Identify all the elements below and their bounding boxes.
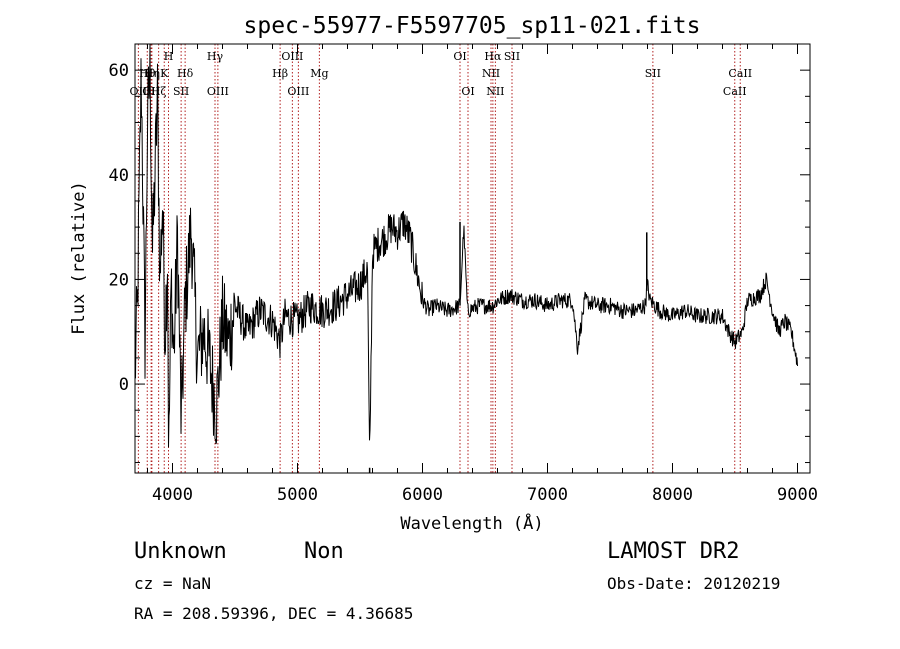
x-tick-label-5: 9000: [777, 485, 818, 505]
line-marker-label-4: Hζ: [151, 85, 167, 98]
observation-date: Obs-Date: 20120219: [607, 574, 781, 593]
line-marker-label-17: Hα: [484, 50, 502, 63]
line-marker-label-14: Mg: [310, 67, 328, 80]
x-axis-label: Wavelength (Å): [400, 512, 543, 534]
object-subclass: Non: [304, 539, 344, 564]
line-marker-label-23: CaII: [723, 85, 747, 98]
y-tick-label-0: 0: [119, 375, 129, 395]
line-marker-label-11: Hβ: [272, 67, 288, 80]
x-tick-label-0: 4000: [152, 485, 193, 505]
spectrum-line: [134, 43, 798, 448]
line-marker-label-12: OIII: [281, 50, 303, 63]
object-class: Unknown: [134, 539, 227, 564]
x-tick-label-4: 8000: [652, 485, 693, 505]
x-tick-label-2: 6000: [402, 485, 443, 505]
line-marker-label-13: OIII: [287, 85, 309, 98]
survey-name: LAMOST DR2: [607, 539, 740, 564]
chart-title: spec-55977-F5597705_sp11-021.fits: [244, 13, 701, 39]
spectrum-spikes: [368, 221, 648, 473]
plot-frame: [134, 43, 811, 474]
line-marker-label-7: Hδ: [177, 67, 194, 80]
line-marker-label-19: NII: [486, 85, 504, 98]
axis-ticks: 4000 5000 6000 7000 8000 9000 0 20 40 60: [109, 43, 818, 505]
emission-line-labels: OIIHθOIIHηHζKHHδSIIHγOIIIHβOIIIOIIIMgOIO…: [130, 50, 753, 98]
line-marker-label-22: CaII: [728, 67, 752, 80]
x-tick-label-3: 7000: [527, 485, 568, 505]
line-marker-label-9: Hγ: [207, 50, 224, 63]
line-marker-label-0: OII: [130, 85, 148, 98]
y-tick-label-2: 40: [109, 166, 129, 186]
line-marker-label-2: OII: [142, 85, 160, 98]
line-marker-label-6: H: [164, 50, 174, 63]
x-tick-label-1: 5000: [277, 485, 318, 505]
y-tick-label-3: 60: [109, 61, 129, 81]
line-marker-label-16: OI: [461, 85, 474, 98]
line-marker-label-8: SII: [173, 85, 189, 98]
redshift-cz: cz = NaN: [134, 574, 212, 593]
line-marker-label-20: SII: [504, 50, 520, 63]
coordinates: RA = 208.59396, DEC = 4.36685: [134, 604, 414, 623]
line-marker-label-18: NII: [482, 67, 500, 80]
y-axis-label: Flux (relative): [69, 181, 89, 335]
emission-line-markers: [137, 44, 741, 473]
line-marker-label-21: SII: [645, 67, 661, 80]
line-marker-label-10: OIII: [207, 85, 229, 98]
line-marker-label-5: K: [160, 67, 169, 80]
y-tick-label-1: 20: [109, 270, 129, 290]
line-marker-label-15: OI: [453, 50, 466, 63]
